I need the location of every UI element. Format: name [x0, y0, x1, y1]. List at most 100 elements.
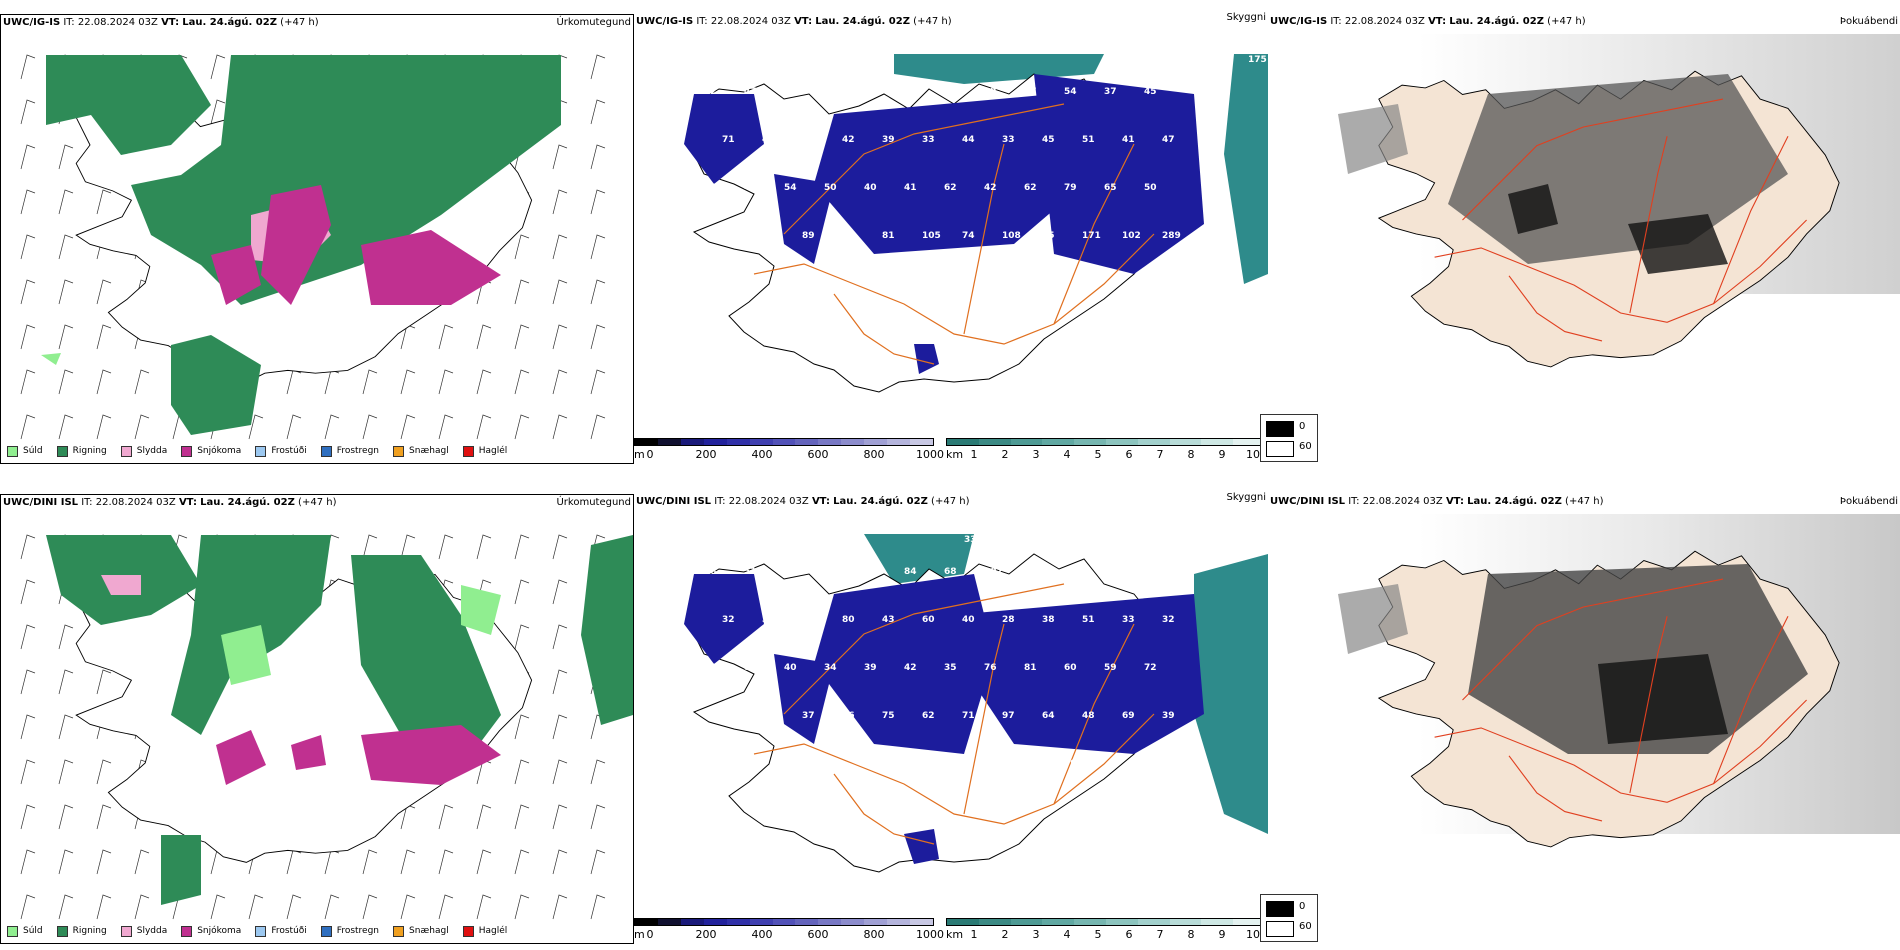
visibility-value: 289: [1162, 231, 1181, 241]
colorbar-tick: 1000: [916, 928, 944, 941]
wind-barb: [552, 849, 568, 875]
panel-title: Þokuábendi: [1839, 16, 1898, 27]
wind-barb: [58, 189, 74, 215]
legend-swatch: [120, 445, 132, 457]
visibility-value: 44: [962, 135, 975, 145]
visibility-value: 80: [842, 615, 855, 625]
visibility-value: 71: [722, 135, 735, 145]
wind-barb: [514, 759, 530, 785]
visibility-value: 92: [704, 87, 717, 97]
wind-barb: [514, 534, 530, 560]
visibility-value: 14: [904, 759, 917, 769]
wind-barb: [58, 414, 74, 440]
visibility-value: 57: [802, 615, 815, 625]
legend-label: Haglél: [478, 446, 508, 456]
visibility-value: 53: [904, 279, 917, 289]
visibility-value: 57: [1024, 87, 1037, 97]
colorbar-tick: 0: [646, 928, 654, 941]
legend-label: Frostúði: [271, 446, 307, 456]
visibility-value: 33: [1002, 135, 1015, 145]
colorbar-tick: 9: [1218, 448, 1226, 461]
wind-barb: [20, 579, 36, 605]
wind-barb: [58, 849, 74, 875]
road: [1508, 755, 1603, 822]
colorbar-tick: 600: [807, 928, 829, 941]
wind-barb: [590, 144, 606, 170]
wind-barb: [514, 849, 530, 875]
visibility-value: 60: [824, 87, 837, 97]
legend-label: Snæhagl: [409, 446, 449, 456]
wind-barb: [96, 279, 112, 305]
road: [1053, 623, 1135, 805]
colorbar-tick: 800: [863, 928, 885, 941]
visibility-value: 47: [744, 87, 757, 97]
wind-barb: [96, 669, 112, 695]
visibility-value: 102: [1122, 231, 1141, 241]
visibility-value: 79: [1064, 183, 1077, 193]
colorbar-tick: 5: [1094, 928, 1102, 941]
colorbar-tick: 0: [646, 448, 654, 461]
visibility-labels: 88 51 57 80 48 84 68 107 82 43 40 28 32 38 57 80 43 60 40 2…: [704, 567, 1175, 769]
visibility-value: 32: [722, 615, 735, 625]
visibility-value: 92: [984, 87, 997, 97]
wind-barb: [552, 189, 568, 215]
legend-label: Slydda: [136, 926, 168, 936]
colorbar-tick: 800: [863, 448, 885, 461]
legend-swatch: [255, 925, 267, 937]
legend-swatch: [393, 445, 405, 457]
visibility-value: 40: [962, 615, 975, 625]
visibility-value: 43: [744, 183, 757, 193]
legend-swatch: [393, 925, 405, 937]
wind-barb: [514, 804, 530, 830]
wind-barb: [400, 894, 416, 920]
visibility-value: 65: [1104, 183, 1117, 193]
wind-barb: [324, 369, 340, 395]
wind-barb: [552, 804, 568, 830]
wind-barb: [286, 849, 302, 875]
legend-label: Súld: [23, 446, 43, 456]
visibility-value: 33: [1122, 615, 1135, 625]
wind-barb: [514, 279, 530, 305]
legend-swatch: [255, 445, 267, 457]
init-time: 22.08.2024 03Z: [95, 497, 176, 508]
legend-label: Frostúði: [271, 926, 307, 936]
wind-barb: [514, 369, 530, 395]
visibility-value: 45: [1042, 135, 1055, 145]
road-network: [753, 583, 1155, 845]
visibility-value: 28: [1002, 615, 1015, 625]
visibility-value: 40: [784, 663, 797, 673]
cloud-labels: 332: [964, 535, 983, 545]
fog-swatch-light: [1266, 921, 1294, 937]
ptype-panel-row1: UWC/DINI ISL IT: 22.08.2024 03Z VT: Lau.…: [0, 494, 634, 944]
wind-barb: [590, 759, 606, 785]
road: [1713, 136, 1789, 304]
visibility-value: 46: [722, 231, 735, 241]
visibility-value: 80: [704, 663, 717, 673]
visibility-value: 72: [1144, 663, 1157, 673]
visibility-value: 39: [882, 135, 895, 145]
road: [1434, 219, 1807, 323]
wind-barb: [58, 144, 74, 170]
colorbar-tick: 1: [970, 448, 978, 461]
colorbar-tick: 8: [1187, 928, 1195, 941]
colorbar-tick: 3: [1032, 448, 1040, 461]
road: [833, 293, 935, 365]
visibility-value: 58: [784, 87, 797, 97]
legend-item: Snæhagl: [393, 445, 449, 457]
wind-barb: [20, 414, 36, 440]
visibility-value: 64: [1042, 711, 1055, 721]
precip-snow: [211, 185, 501, 305]
colorbar-unit: km: [946, 928, 964, 941]
ptype-map: [20, 54, 606, 440]
visibility-value: 39: [864, 663, 877, 673]
visibility-value: 38: [762, 615, 775, 625]
legend-item: Rigning: [56, 925, 107, 937]
road-network: [1434, 578, 1807, 822]
visibility-value: 24: [744, 279, 757, 289]
visibility-value: 82: [1024, 567, 1037, 577]
visibility-value: 97: [1002, 711, 1015, 721]
fog-label: 0: [1299, 901, 1306, 912]
visibility-value: 60: [1064, 663, 1077, 673]
road: [1713, 616, 1789, 784]
wind-barb: [134, 369, 150, 395]
